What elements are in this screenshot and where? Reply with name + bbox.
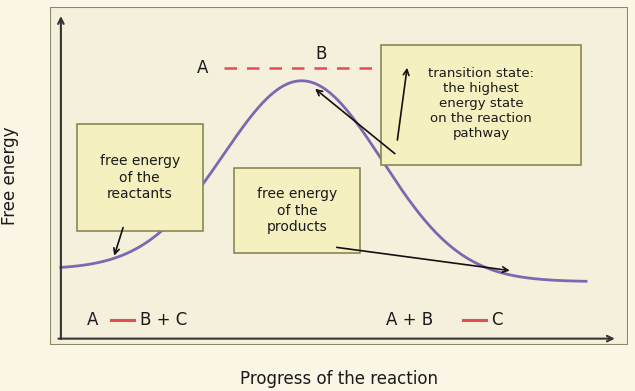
Text: transition state:
the highest
energy state
on the reaction
pathway: transition state: the highest energy sta… (428, 67, 534, 140)
Text: Free energy: Free energy (1, 127, 19, 225)
Text: free energy
of the
products: free energy of the products (257, 188, 337, 234)
Text: A + B: A + B (387, 311, 434, 329)
Text: C: C (434, 59, 445, 77)
FancyBboxPatch shape (381, 45, 581, 165)
Text: C: C (491, 311, 503, 329)
Text: free energy
of the
reactants: free energy of the reactants (100, 154, 180, 201)
Text: Progress of the reaction: Progress of the reaction (240, 370, 438, 388)
FancyBboxPatch shape (77, 124, 203, 231)
Text: A: A (197, 59, 208, 77)
Text: A: A (87, 311, 98, 329)
Text: B: B (315, 45, 326, 63)
Text: B + C: B + C (140, 311, 187, 329)
FancyBboxPatch shape (234, 168, 360, 253)
